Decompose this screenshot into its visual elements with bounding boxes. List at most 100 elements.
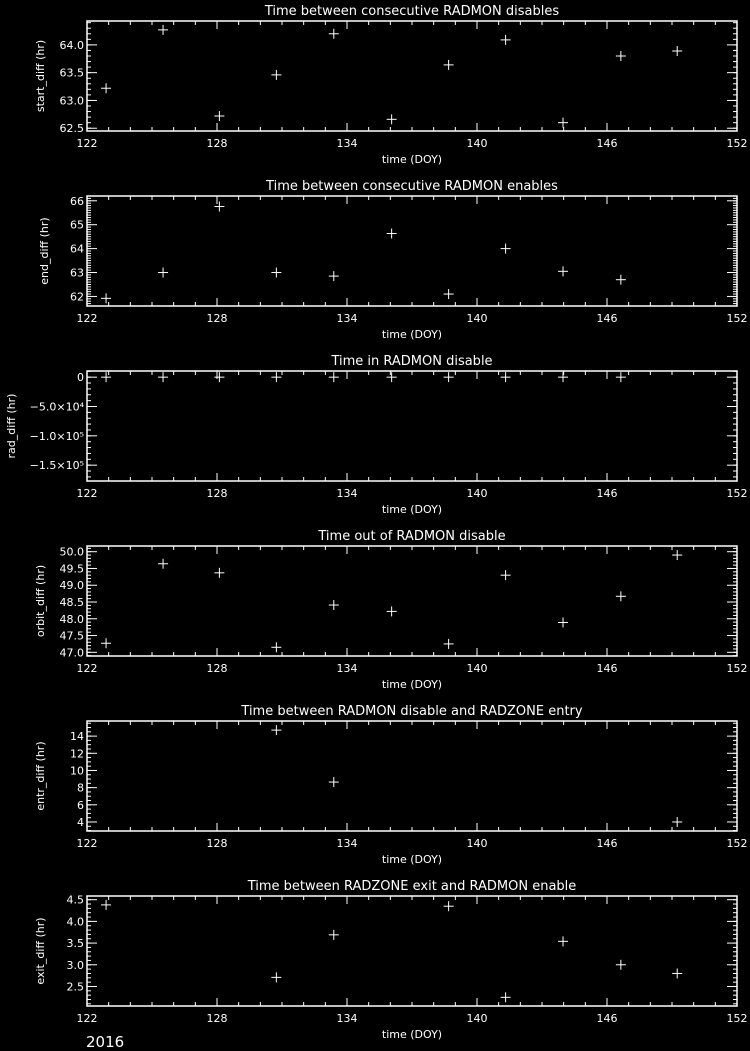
chart-panel-6: Time between RADZONE exit and RADMON ena… bbox=[34, 879, 748, 1041]
plot-frame bbox=[86, 370, 738, 482]
x-tick-label: 128 bbox=[207, 837, 228, 850]
y-axis-label: end_diff (hr) bbox=[38, 217, 51, 284]
y-tick-label: 8 bbox=[77, 782, 84, 795]
data-point bbox=[500, 992, 511, 1003]
chart-panel-3: Time in RADMON disable 122 128 134 140 146 152… bbox=[5, 354, 748, 516]
x-axis-label: time (DOY) bbox=[382, 853, 442, 866]
data-point bbox=[158, 558, 169, 569]
x-tick-label: 152 bbox=[727, 312, 748, 325]
x-tick-label: 134 bbox=[337, 137, 358, 150]
x-axis-label: time (DOY) bbox=[382, 678, 442, 691]
plot-frame bbox=[86, 895, 738, 1007]
x-tick-label: 128 bbox=[207, 137, 228, 150]
y-tick-label: 4 bbox=[77, 816, 84, 829]
x-tick-label: 140 bbox=[467, 487, 488, 500]
y-tick-label: 63 bbox=[70, 267, 84, 280]
data-point bbox=[615, 372, 626, 383]
data-point bbox=[672, 46, 683, 56]
data-point bbox=[386, 606, 397, 617]
chart-panel-5: Time between RADMON disable and RADZONE … bbox=[34, 704, 748, 866]
x-tick-label: 152 bbox=[727, 137, 748, 150]
data-point bbox=[101, 83, 112, 94]
x-tick-label: 122 bbox=[77, 1012, 98, 1025]
x-tick-label: 146 bbox=[597, 837, 618, 850]
y-tick-label: 3.5 bbox=[67, 937, 85, 950]
data-point bbox=[558, 372, 569, 383]
data-point bbox=[271, 725, 282, 736]
chart-panel-2: Time between consecutive RADMON enables 1… bbox=[38, 179, 748, 341]
x-tick-label: 146 bbox=[597, 137, 618, 150]
data-point bbox=[328, 271, 339, 282]
plot-frame bbox=[86, 720, 738, 832]
data-point bbox=[158, 24, 169, 35]
data-point bbox=[615, 591, 626, 602]
x-tick-label: 128 bbox=[207, 312, 228, 325]
x-tick-label: 134 bbox=[337, 837, 358, 850]
data-point bbox=[271, 267, 282, 278]
x-axis-label: time (DOY) bbox=[382, 328, 442, 341]
data-point bbox=[386, 228, 397, 239]
y-axis-label: entr_diff (hr) bbox=[34, 741, 47, 810]
data-point bbox=[271, 69, 282, 80]
data-point bbox=[443, 901, 454, 912]
x-tick-label: 122 bbox=[77, 837, 98, 850]
data-point bbox=[672, 550, 683, 561]
x-tick-label: 134 bbox=[337, 312, 358, 325]
data-point bbox=[271, 642, 282, 653]
x-tick-label: 128 bbox=[207, 662, 228, 675]
data-point bbox=[615, 51, 626, 61]
chart-title: Time between consecutive RADMON disables bbox=[264, 4, 560, 19]
y-tick-label: 4.0 bbox=[67, 915, 85, 928]
x-axis-label: time (DOY) bbox=[382, 503, 442, 516]
y-tick-label: −1.5×10⁵ bbox=[30, 459, 84, 472]
x-tick-label: 140 bbox=[467, 662, 488, 675]
x-tick-label: 152 bbox=[727, 662, 748, 675]
data-point bbox=[443, 59, 454, 70]
data-point bbox=[101, 638, 112, 649]
y-tick-label: 48.0 bbox=[60, 613, 85, 626]
y-tick-label: 49.0 bbox=[60, 579, 85, 592]
x-tick-label: 140 bbox=[467, 137, 488, 150]
chart-title: Time out of RADMON disable bbox=[317, 529, 505, 544]
x-axis-label: time (DOY) bbox=[382, 1028, 442, 1041]
x-axis-label: time (DOY) bbox=[382, 153, 442, 166]
y-axis-label: rad_diff (hr) bbox=[5, 394, 18, 459]
y-tick-label: −5.0×10⁴ bbox=[30, 400, 85, 413]
x-tick-label: 146 bbox=[597, 487, 618, 500]
data-point bbox=[672, 968, 683, 979]
x-tick-label: 128 bbox=[207, 1012, 228, 1025]
data-point bbox=[101, 899, 112, 910]
plot-frame bbox=[86, 195, 738, 307]
chart-title: Time between consecutive RADMON enables bbox=[265, 179, 558, 194]
y-tick-label: 64.0 bbox=[60, 39, 85, 52]
chart-panel-4: Time out of RADMON disable 122 128 134 140 14… bbox=[34, 529, 748, 691]
y-tick-label: 62.5 bbox=[60, 122, 85, 135]
data-point bbox=[500, 34, 511, 45]
y-tick-label: 2.5 bbox=[67, 980, 85, 993]
y-tick-label: 49.5 bbox=[60, 562, 85, 575]
x-tick-label: 140 bbox=[467, 837, 488, 850]
x-tick-label: 146 bbox=[597, 662, 618, 675]
y-tick-label: −1.0×10⁵ bbox=[30, 430, 84, 443]
data-point bbox=[500, 243, 511, 254]
data-point bbox=[558, 617, 569, 628]
x-tick-label: 134 bbox=[337, 662, 358, 675]
data-point bbox=[386, 372, 397, 383]
x-tick-label: 134 bbox=[337, 487, 358, 500]
y-tick-label: 14 bbox=[70, 730, 84, 743]
y-tick-label: 10 bbox=[70, 764, 84, 777]
y-tick-label: 65 bbox=[70, 219, 84, 232]
y-tick-label: 66 bbox=[70, 195, 84, 208]
data-point bbox=[101, 293, 112, 304]
data-point bbox=[158, 267, 169, 278]
y-axis-label: orbit_diff (hr) bbox=[34, 565, 47, 637]
chart-title: Time in RADMON disable bbox=[330, 354, 492, 369]
data-point bbox=[328, 372, 339, 383]
data-point bbox=[558, 936, 569, 947]
x-tick-label: 140 bbox=[467, 312, 488, 325]
data-point bbox=[328, 929, 339, 940]
y-tick-label: 62 bbox=[70, 290, 84, 303]
y-tick-label: 4.5 bbox=[67, 894, 85, 907]
x-tick-label: 152 bbox=[727, 487, 748, 500]
